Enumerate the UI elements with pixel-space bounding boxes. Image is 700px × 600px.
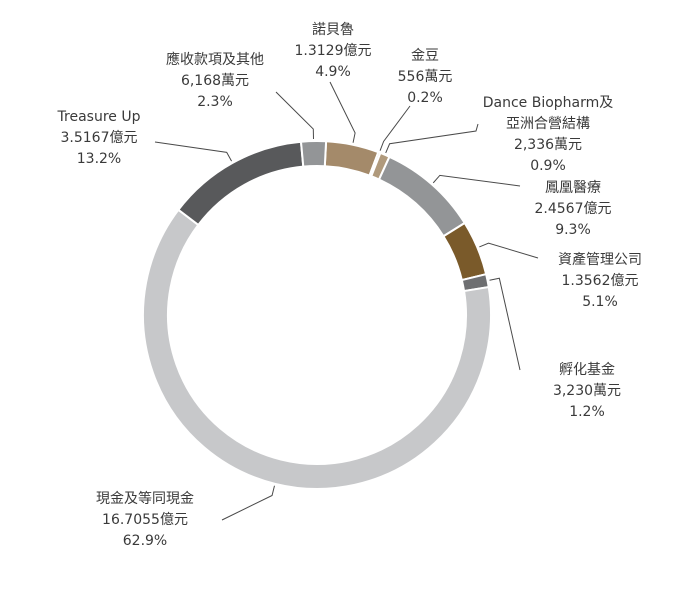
leader-line-4	[479, 242, 539, 259]
leader-line-5	[489, 277, 521, 371]
leader-line-8	[275, 91, 314, 140]
leader-line-7	[154, 141, 233, 162]
label-group-4: 資產管理公司 1.3562億元 5.1%	[558, 251, 642, 310]
donut-slice-7	[177, 140, 305, 227]
label-group-2: Dance Biopharm及 亞洲合營結構 2,336萬元 0.9%	[483, 95, 614, 174]
leader-lines	[154, 81, 539, 521]
slice-label-percent-5: 1.2%	[569, 404, 605, 420]
slice-label-percent-7: 13.2%	[77, 151, 121, 167]
slice-label-percent-6: 62.9%	[123, 533, 167, 549]
leader-line-2	[385, 123, 479, 154]
donut-slice-8	[299, 140, 328, 168]
leader-line-6	[221, 485, 275, 521]
slice-label-amount-2: 2,336萬元	[514, 137, 582, 153]
slice-label-name-5: 孵化基金	[559, 361, 615, 378]
slice-label-name-7: Treasure Up	[57, 109, 141, 125]
slice-label-amount-7: 3.5167億元	[61, 130, 138, 146]
slice-label-amount-1: 556萬元	[398, 69, 453, 85]
slice-label-amount-3: 2.4567億元	[535, 201, 612, 217]
slice-label-amount-8: 6,168萬元	[181, 73, 249, 89]
label-group-8: 應收款項及其他 6,168萬元 2.3%	[166, 51, 264, 110]
slice-label-percent-3: 9.3%	[555, 222, 591, 238]
slice-label-name-2a: Dance Biopharm及	[483, 95, 614, 111]
slice-label-percent-1: 0.2%	[407, 90, 443, 106]
label-group-5: 孵化基金 3,230萬元 1.2%	[553, 361, 621, 420]
label-group-0: 諾貝魯 1.3129億元 4.9%	[295, 22, 372, 80]
label-group-1: 金豆 556萬元 0.2%	[398, 48, 453, 106]
slice-label-name-4: 資產管理公司	[558, 251, 642, 268]
donut-slice-0	[323, 140, 380, 177]
slice-label-amount-4: 1.3562億元	[562, 273, 639, 289]
slice-label-amount-5: 3,230萬元	[553, 383, 621, 399]
slice-label-name-3: 鳳凰醫療	[545, 179, 601, 196]
leader-line-3	[432, 174, 521, 187]
slice-label-amount-6: 16.7055億元	[102, 512, 188, 528]
slice-label-name-8: 應收款項及其他	[166, 51, 264, 68]
donut-slice-6	[142, 208, 492, 490]
leader-line-1	[379, 105, 411, 151]
leader-line-0	[329, 81, 356, 143]
label-group-6: 現金及等同現金 16.7055億元 62.9%	[96, 490, 194, 549]
slice-label-name-6: 現金及等同現金	[96, 490, 194, 507]
label-group-3: 鳳凰醫療 2.4567億元 9.3%	[535, 179, 612, 238]
slice-label-name-1: 金豆	[411, 48, 439, 64]
slice-label-percent-2: 0.9%	[530, 158, 566, 174]
label-group-7: Treasure Up 3.5167億元 13.2%	[57, 109, 141, 167]
slice-label-name-2b: 亞洲合營結構	[506, 116, 590, 132]
slice-label-amount-0: 1.3129億元	[295, 43, 372, 59]
slice-label-percent-0: 4.9%	[315, 64, 351, 80]
slice-label-name-0: 諾貝魯	[312, 22, 354, 38]
donut-slice-4	[442, 221, 488, 282]
donut-slices	[142, 140, 492, 490]
slice-label-percent-8: 2.3%	[197, 94, 233, 110]
donut-slice-3	[377, 155, 467, 238]
slice-label-percent-4: 5.1%	[582, 294, 618, 310]
